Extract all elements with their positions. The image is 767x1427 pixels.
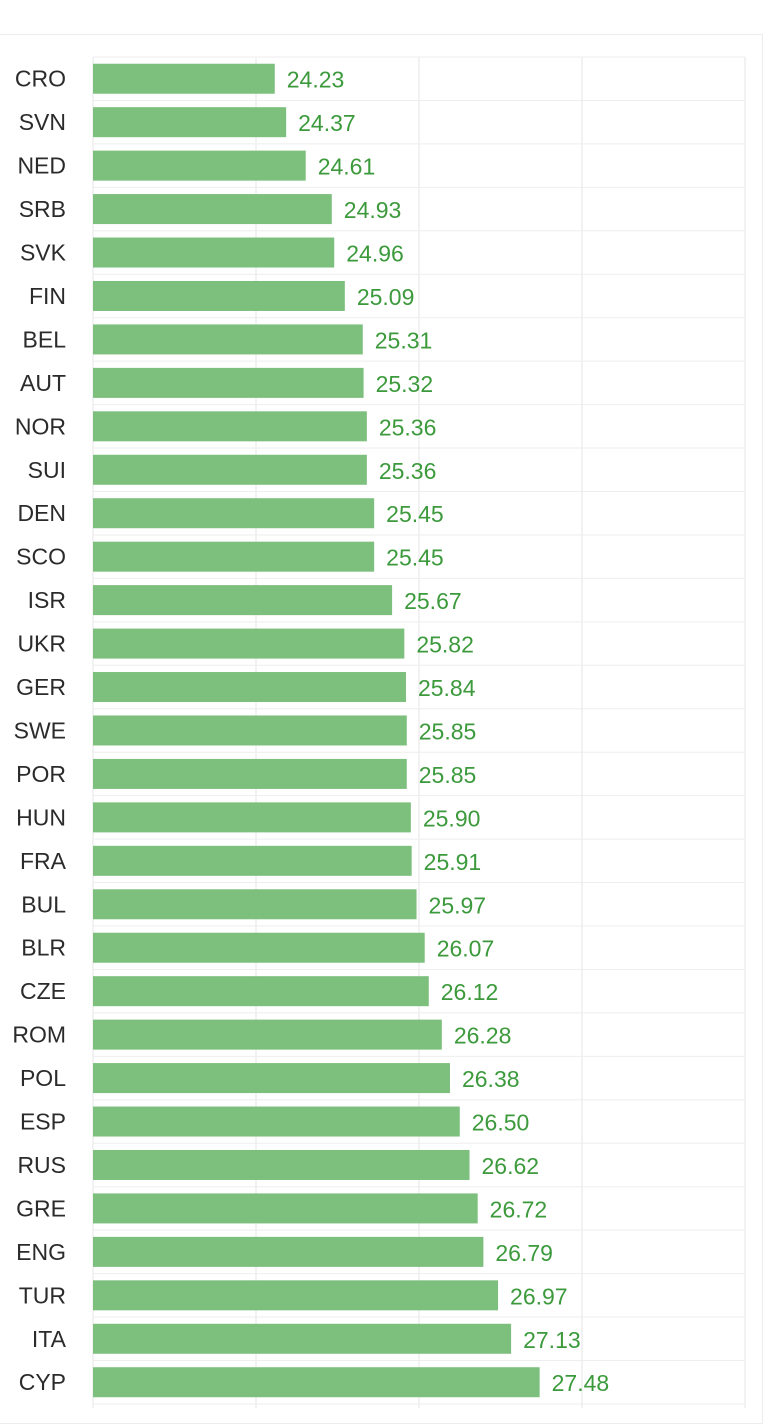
bar-pol bbox=[93, 1063, 450, 1094]
category-label-gre: GRE bbox=[16, 1195, 66, 1221]
category-label-ukr: UKR bbox=[17, 631, 66, 657]
bar-ukr bbox=[93, 628, 405, 659]
bar-esp bbox=[93, 1106, 460, 1137]
value-label-sui: 25.36 bbox=[379, 458, 437, 484]
category-label-svn: SVN bbox=[19, 109, 66, 135]
bar-rom bbox=[93, 1019, 442, 1050]
category-label-svk: SVK bbox=[20, 240, 67, 266]
bar-srb bbox=[93, 194, 332, 225]
category-label-cro: CRO bbox=[15, 66, 66, 92]
value-label-den: 25.45 bbox=[386, 501, 444, 527]
category-label-den: DEN bbox=[17, 500, 66, 526]
bar-sco bbox=[93, 541, 375, 572]
category-label-bul: BUL bbox=[21, 891, 66, 917]
category-label-sui: SUI bbox=[28, 457, 66, 483]
category-label-cze: CZE bbox=[20, 978, 66, 1004]
value-label-ned: 24.61 bbox=[318, 154, 376, 180]
bar-ita bbox=[93, 1323, 512, 1354]
category-label-ger: GER bbox=[16, 674, 66, 700]
category-label-esp: ESP bbox=[20, 1109, 66, 1135]
category-label-cyp: CYP bbox=[19, 1369, 66, 1395]
value-label-esp: 26.50 bbox=[472, 1110, 530, 1136]
value-label-eng: 26.79 bbox=[495, 1240, 553, 1266]
bar-tur bbox=[93, 1280, 499, 1311]
value-label-ukr: 25.82 bbox=[416, 632, 474, 658]
value-label-srb: 24.93 bbox=[344, 197, 402, 223]
value-label-nor: 25.36 bbox=[379, 414, 437, 440]
value-label-cze: 26.12 bbox=[441, 979, 499, 1005]
value-label-hun: 25.90 bbox=[423, 805, 481, 831]
category-label-eng: ENG bbox=[16, 1239, 66, 1265]
label-layer: CRO 24.23 SVN 24.37 NED 24.61 SRB 24.93 SVK 24.96… bbox=[12, 66, 610, 1396]
category-label-nor: NOR bbox=[15, 413, 66, 439]
category-label-rus: RUS bbox=[17, 1152, 66, 1178]
value-label-ita: 27.13 bbox=[523, 1327, 581, 1353]
bar-hun bbox=[93, 802, 411, 833]
value-label-svk: 24.96 bbox=[346, 241, 404, 267]
value-label-ger: 25.84 bbox=[418, 675, 476, 701]
value-label-isr: 25.67 bbox=[404, 588, 462, 614]
value-label-fin: 25.09 bbox=[357, 284, 415, 310]
category-label-tur: TUR bbox=[19, 1282, 66, 1308]
category-label-isr: ISR bbox=[28, 587, 66, 613]
bar-bul bbox=[93, 889, 417, 920]
bar-ger bbox=[93, 672, 406, 703]
value-label-cro: 24.23 bbox=[287, 67, 345, 93]
bar-aut bbox=[93, 367, 364, 398]
bar-layer bbox=[93, 63, 540, 1398]
value-label-aut: 25.32 bbox=[376, 371, 434, 397]
bar-den bbox=[93, 498, 375, 529]
grid-layer bbox=[92, 56, 746, 1408]
category-label-blr: BLR bbox=[21, 935, 66, 961]
category-label-srb: SRB bbox=[19, 196, 66, 222]
category-label-por: POR bbox=[16, 761, 66, 787]
value-label-gre: 26.72 bbox=[490, 1196, 548, 1222]
value-label-tur: 26.97 bbox=[510, 1283, 568, 1309]
value-label-bel: 25.31 bbox=[375, 327, 433, 353]
bar-eng bbox=[93, 1236, 484, 1267]
category-label-bel: BEL bbox=[23, 326, 67, 352]
chart-frame: CRO 24.23 SVN 24.37 NED 24.61 SRB 24.93 SVK 24.96… bbox=[0, 34, 763, 1424]
category-label-aut: AUT bbox=[20, 370, 66, 396]
category-label-fin: FIN bbox=[29, 283, 66, 309]
category-label-ita: ITA bbox=[32, 1326, 67, 1352]
value-label-sco: 25.45 bbox=[386, 545, 444, 571]
bar-swe bbox=[93, 715, 407, 746]
bar-svn bbox=[93, 107, 287, 138]
bar-rus bbox=[93, 1149, 470, 1180]
category-label-fra: FRA bbox=[20, 848, 67, 874]
category-label-sco: SCO bbox=[16, 544, 66, 570]
bar-nor bbox=[93, 411, 367, 442]
bar-svk bbox=[93, 237, 335, 268]
value-label-cyp: 27.48 bbox=[552, 1370, 610, 1396]
category-label-swe: SWE bbox=[14, 717, 66, 743]
bar-fin bbox=[93, 280, 345, 311]
bar-isr bbox=[93, 585, 393, 616]
value-label-fra: 25.91 bbox=[424, 849, 482, 875]
value-label-pol: 26.38 bbox=[462, 1066, 520, 1092]
bar-bel bbox=[93, 324, 363, 355]
bar-gre bbox=[93, 1193, 478, 1224]
bar-chart: CRO 24.23 SVN 24.37 NED 24.61 SRB 24.93 SVK 24.96… bbox=[12, 56, 746, 1408]
value-label-svn: 24.37 bbox=[298, 110, 356, 136]
value-label-swe: 25.85 bbox=[419, 718, 477, 744]
value-label-blr: 26.07 bbox=[437, 936, 495, 962]
bar-blr bbox=[93, 932, 425, 963]
bar-cro bbox=[93, 63, 275, 94]
category-label-hun: HUN bbox=[16, 804, 66, 830]
value-label-bul: 25.97 bbox=[429, 892, 487, 918]
value-label-rus: 26.62 bbox=[482, 1153, 540, 1179]
bar-fra bbox=[93, 845, 412, 876]
bar-por bbox=[93, 758, 407, 789]
bar-ned bbox=[93, 150, 306, 181]
bar-cze bbox=[93, 976, 429, 1007]
value-label-por: 25.85 bbox=[419, 762, 477, 788]
category-label-rom: ROM bbox=[12, 1022, 66, 1048]
category-label-pol: POL bbox=[20, 1065, 66, 1091]
value-label-rom: 26.28 bbox=[454, 1023, 512, 1049]
bar-sui bbox=[93, 454, 367, 485]
bar-cyp bbox=[93, 1367, 540, 1398]
category-label-ned: NED bbox=[17, 153, 66, 179]
